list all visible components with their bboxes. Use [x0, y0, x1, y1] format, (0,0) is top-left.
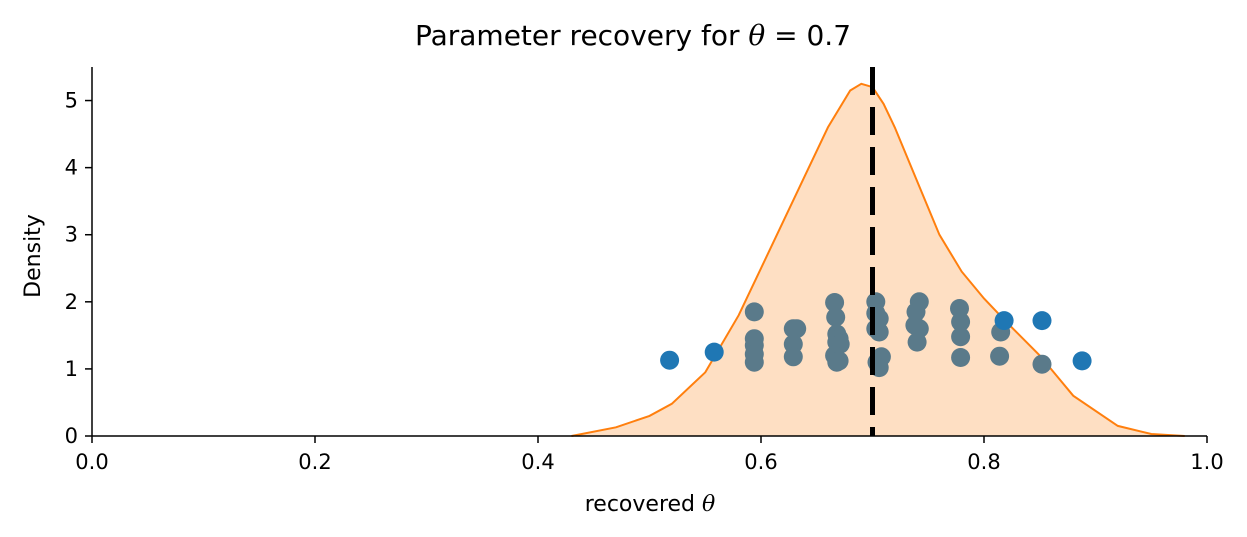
y-tick-label: 3: [65, 223, 78, 247]
point-outside: [660, 350, 680, 370]
y-tick-label: 1: [65, 357, 78, 381]
y-ticks: 0 1 2 3 4 5: [65, 89, 92, 448]
points-outside-group: [660, 311, 1092, 371]
x-tick-label: 0.6: [744, 450, 777, 474]
point-inside: [990, 346, 1010, 366]
x-tick-label: 1.0: [1190, 450, 1223, 474]
y-tick-label: 4: [65, 156, 78, 180]
x-tick-label: 0.8: [967, 450, 1000, 474]
x-ticks: 0.0 0.2 0.4 0.6 0.8 1.0: [75, 436, 1224, 474]
point-inside: [783, 347, 803, 367]
point-outside: [994, 311, 1014, 331]
x-axis-label: recovered θ: [585, 492, 716, 517]
point-inside: [1032, 354, 1052, 374]
chart-title: Parameter recovery for θ = 0.7: [415, 19, 851, 52]
point-inside: [826, 307, 846, 327]
point-outside: [1032, 311, 1052, 331]
point-inside: [825, 293, 845, 312]
point-inside: [744, 352, 764, 372]
y-tick-label: 0: [65, 424, 78, 448]
kde-fill-area: [571, 83, 1185, 437]
point-inside: [827, 352, 847, 372]
plot-area: [571, 67, 1185, 437]
x-tick-label: 0.2: [298, 450, 331, 474]
y-tick-label: 5: [65, 89, 78, 113]
x-tick-label: 0.0: [75, 450, 108, 474]
point-outside: [1072, 351, 1092, 371]
point-inside: [787, 319, 807, 339]
y-axis-label: Density: [21, 214, 46, 298]
axes: 0.0 0.2 0.4 0.6 0.8 1.0 0 1 2 3 4 5: [65, 67, 1224, 474]
point-inside: [951, 348, 971, 367]
point-outside: [704, 342, 724, 362]
point-inside: [744, 302, 764, 322]
point-inside: [907, 332, 927, 352]
point-inside: [951, 312, 971, 332]
y-tick-label: 2: [65, 290, 78, 314]
x-tick-label: 0.4: [521, 450, 554, 474]
point-inside: [951, 327, 971, 347]
